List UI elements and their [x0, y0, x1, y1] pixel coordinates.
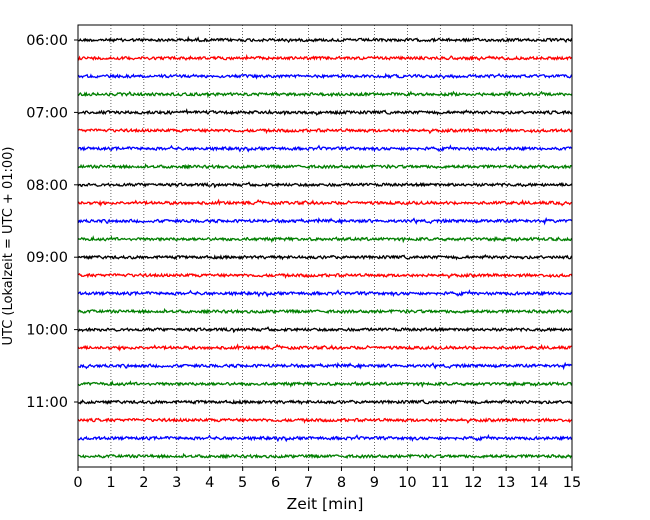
x-tick-label: 0 [73, 475, 82, 491]
x-axis-ticks: 0 1 2 3 4 5 6 7 8 9 10 11 12 13 14 15 [73, 467, 581, 491]
x-tick-label: 1 [106, 475, 115, 491]
seismogram-trace [77, 144, 573, 153]
x-tick-label: 2 [139, 475, 148, 491]
seismogram-trace [77, 343, 573, 352]
x-tick-label: 12 [464, 475, 482, 491]
seismogram-trace [77, 254, 573, 261]
y-tick-label: 09:00 [26, 250, 68, 266]
seismogram-trace [77, 163, 573, 170]
y-tick-label: 06:00 [26, 33, 68, 49]
seismogram-trace [77, 379, 573, 389]
x-tick-label: 7 [304, 475, 313, 491]
x-tick-label: 3 [172, 475, 181, 491]
seismogram-trace [77, 108, 573, 116]
seismogram-trace [77, 307, 573, 315]
seismogram-trace [77, 90, 573, 99]
seismogram-trace [77, 53, 573, 62]
seismogram-trace [78, 127, 573, 135]
seismogram-trace [77, 398, 573, 406]
seismogram-trace [77, 216, 573, 226]
seismogram-trace [77, 361, 573, 371]
seismogram-trace [77, 433, 573, 443]
seismogram-trace [77, 35, 573, 44]
seismogram-trace [77, 235, 573, 244]
x-tick-label: 15 [563, 475, 581, 491]
x-tick-label: 4 [205, 475, 214, 491]
seismogram-trace [77, 289, 573, 298]
seismogram-trace [77, 272, 573, 280]
y-axis-ticks: 06:00 07:00 08:00 09:00 10:00 11:00 [26, 33, 78, 411]
x-axis-label: Zeit [min] [287, 495, 364, 513]
seismogram-trace [77, 72, 573, 80]
x-tick-label: 10 [398, 475, 416, 491]
plot-frame [77, 24, 573, 468]
seismogram-trace [77, 452, 573, 460]
seismogram-trace [77, 198, 573, 207]
seismogram-traces [77, 35, 573, 460]
y-tick-label: 07:00 [26, 105, 68, 121]
x-tick-label: 13 [497, 475, 515, 491]
seismogram-trace [77, 181, 573, 189]
seismogram-trace [77, 417, 573, 424]
x-tick-label: 5 [238, 475, 247, 491]
x-tick-label: 9 [370, 475, 379, 491]
seismogram-trace [77, 326, 573, 334]
x-tick-label: 8 [337, 475, 346, 491]
y-axis-label: UTC (Lokalzeit = UTC + 01:00) [1, 147, 16, 346]
y-tick-label: 08:00 [26, 178, 68, 194]
x-tick-label: 6 [271, 475, 280, 491]
x-tick-label: 11 [431, 475, 449, 491]
x-tick-label: 14 [530, 475, 548, 491]
y-tick-label: 11:00 [26, 395, 68, 411]
y-tick-label: 10:00 [26, 323, 68, 339]
